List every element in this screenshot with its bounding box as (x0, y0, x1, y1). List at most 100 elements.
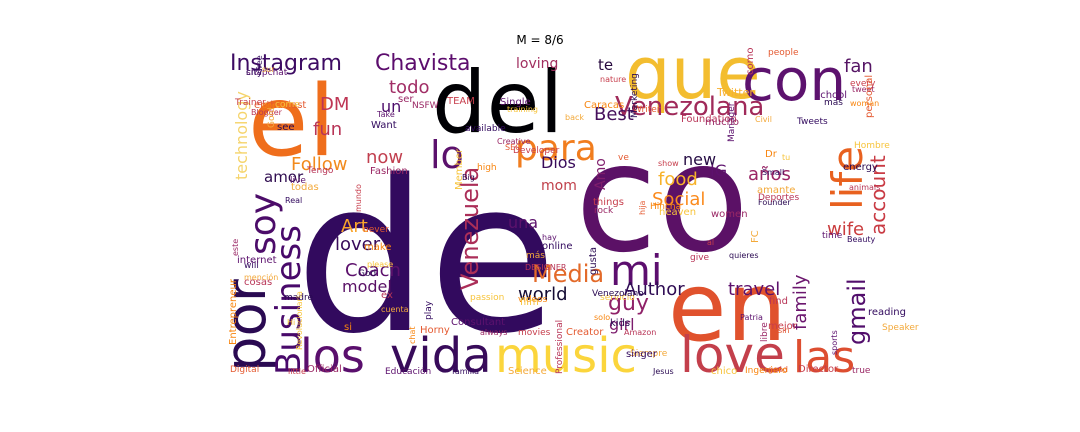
word-people: people (768, 48, 799, 58)
word-instagram: Instagram (230, 51, 342, 76)
word-art: Art (341, 216, 368, 237)
word-women: women (711, 209, 748, 220)
word-lover: lover (335, 234, 381, 255)
word-film: film (520, 297, 539, 308)
word-give: give (690, 253, 710, 263)
word-por: por (214, 278, 279, 372)
word-videos: videos (518, 295, 548, 305)
word-come: come (275, 100, 300, 110)
word-world: world (518, 284, 568, 305)
word-como: como (745, 48, 756, 75)
word-please: please (367, 260, 393, 269)
wordcloud-title: M = 8/6 (516, 33, 564, 47)
word-director: Director (798, 364, 839, 375)
word-co: co (575, 112, 749, 286)
word-este: este (231, 239, 240, 256)
word-jesus: Jesus (652, 367, 674, 376)
word-see: see (277, 122, 295, 133)
word-movies: movies (518, 328, 551, 338)
word-marketing: Marketing (630, 73, 640, 118)
word-hincha: Hincha (650, 202, 681, 212)
word-familia: familia (452, 367, 479, 376)
word-travel: travel (728, 279, 780, 300)
word-real: Real (285, 196, 302, 205)
word-para: para (515, 128, 597, 169)
word-writer: Writer (633, 105, 661, 115)
word-venezolana: Venezolana (615, 92, 764, 122)
word-sin: sin (778, 326, 789, 335)
word-venezuela: Venezuela (456, 167, 484, 290)
word-fan: fan (844, 56, 873, 77)
word-big: Big (462, 173, 475, 182)
word-cosas: cosas (244, 277, 272, 288)
word-enthusiast: enthusiast (254, 100, 306, 111)
word-creative: Creative (497, 137, 531, 146)
word-una: una (508, 213, 538, 232)
word-speaker: Speaker (882, 323, 919, 333)
word-life: life (823, 146, 872, 210)
word-las: las (793, 332, 855, 383)
word-nature: nature (600, 75, 626, 84)
word-caracas: Caracas (584, 100, 624, 111)
word-new: new (683, 150, 716, 169)
word-blogger: Blogger (251, 108, 283, 117)
word-training: training (507, 105, 538, 114)
word-tweet: tweet (852, 85, 875, 94)
word-take: Take (376, 110, 395, 119)
word-digital: Digital (230, 365, 259, 375)
word-gusta: gusta (588, 247, 599, 275)
word-internet: internet (237, 255, 277, 266)
word-soy: soy (243, 193, 284, 255)
word-consultant: Consultant (451, 317, 505, 328)
word-fun: fun (313, 119, 342, 140)
word-donde: donde (262, 101, 287, 110)
word-find: find (769, 296, 788, 307)
word-tu: tu (782, 153, 790, 162)
word-energy: energy (843, 162, 878, 173)
word-chico: chico (711, 366, 737, 377)
word-chavista: Chavista (375, 51, 471, 76)
word-cuenta: cuenta (381, 305, 409, 314)
word-beauty: Beauty (847, 235, 876, 244)
word-author: Author (624, 279, 685, 300)
word-good: good (768, 365, 788, 374)
word-del: del (432, 53, 563, 153)
word-animals: animals (849, 183, 880, 192)
word-member: Member (454, 148, 465, 190)
word-sur: sur (262, 65, 275, 74)
word-dm: DM (320, 94, 349, 115)
word-servicio: servicio (600, 293, 635, 303)
word-amor: amor (264, 168, 304, 186)
word-science: Science (508, 366, 547, 377)
word-chat: chat (408, 326, 417, 344)
word-gmail: gmail (843, 278, 871, 345)
word-ve: ve (618, 153, 629, 163)
word-loving: loving (516, 56, 558, 72)
word-always: always (480, 328, 507, 337)
word-ingeniero: Ingeniero (745, 366, 788, 376)
word-best: Best (594, 104, 634, 125)
word-foundation: Foundation (681, 114, 737, 125)
word-singer: singer (626, 349, 658, 360)
word-snapchat: snapchat (246, 68, 288, 78)
word-tweets: Tweets (796, 117, 828, 127)
word-mención: mención (244, 272, 278, 282)
word-venezolano: Venezolano (592, 289, 644, 299)
word-solo: solo (594, 313, 610, 322)
word-model: model (342, 277, 392, 296)
word-will: will (244, 261, 259, 271)
word-sports: sports (830, 330, 839, 355)
word-high: high (477, 163, 497, 173)
word-official: Official (307, 364, 342, 375)
word-el: el (248, 65, 336, 179)
word-developer: Developer (513, 146, 560, 156)
word-madre: madre (284, 293, 313, 303)
word-ig: IG (710, 161, 727, 180)
word-personal: personal (864, 75, 875, 118)
word-mejor: mejor (768, 321, 798, 332)
word-little: little (288, 367, 306, 376)
word-todas: todas (291, 182, 319, 193)
word-patria: Patria (740, 313, 763, 322)
word-heaven: heaven (659, 207, 696, 218)
word-back: back (565, 113, 584, 122)
